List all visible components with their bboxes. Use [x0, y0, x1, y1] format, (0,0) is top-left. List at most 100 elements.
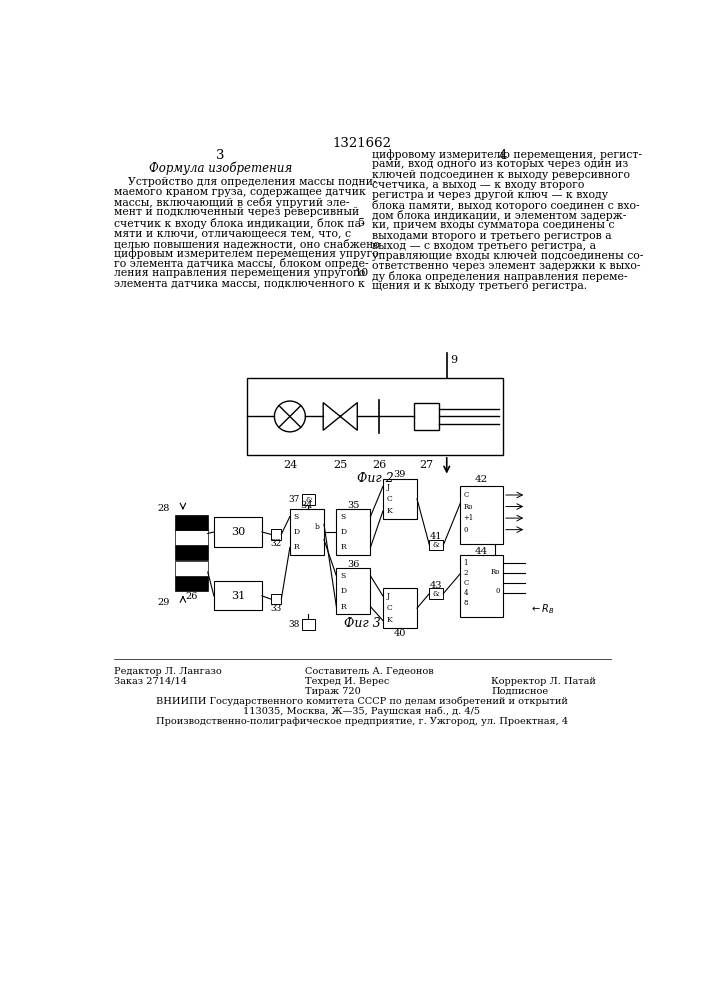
Text: C: C [387, 495, 392, 503]
Text: 31: 31 [230, 591, 245, 601]
Bar [175, 545, 208, 560]
Text: 41: 41 [430, 532, 443, 541]
Bar [175, 561, 208, 576]
Bar [337, 568, 370, 614]
Text: выходами второго и третьего регистров а: выходами второго и третьего регистров а [372, 231, 612, 241]
Text: ключей подсоединен к выходу реверсивного: ключей подсоединен к выходу реверсивного [372, 170, 630, 180]
Text: Формула изобретения: Формула изобретения [148, 162, 292, 175]
Text: ВНИИПИ Государственного комитета СССР по делам изобретений и открытий: ВНИИПИ Государственного комитета СССР по… [156, 697, 568, 706]
Text: Производственно-полиграфическое предприятие, г. Ужгород, ул. Проектная, 4: Производственно-полиграфическое предприя… [156, 717, 568, 726]
Bar [214, 517, 262, 547]
Bar [383, 588, 417, 628]
Bar [383, 479, 417, 519]
Text: 38: 38 [288, 620, 300, 629]
Text: R: R [340, 603, 346, 611]
Text: 113035, Москва, Ж—35, Раушская наб., д. 4/5: 113035, Москва, Ж—35, Раушская наб., д. … [243, 707, 481, 716]
Text: цифровому измерителю перемещения, регист-: цифровому измерителю перемещения, регист… [372, 149, 642, 160]
Text: &: & [305, 496, 312, 504]
Text: 37: 37 [288, 495, 300, 504]
Text: C: C [464, 579, 469, 587]
Bar [337, 509, 370, 555]
Text: целью повышения надежности, оно снабжено: целью повышения надежности, оно снабжено [114, 238, 380, 249]
Bar [290, 509, 324, 555]
Text: ду блока определения направления переме-: ду блока определения направления переме- [372, 271, 628, 282]
Text: 28: 28 [158, 504, 170, 513]
Text: 4: 4 [499, 149, 507, 162]
Text: рами, вход одного из которых через один из: рами, вход одного из которых через один … [372, 159, 629, 169]
Text: массы, включающий в себя упругий эле-: массы, включающий в себя упругий эле- [114, 197, 349, 208]
Text: регистра и через другой ключ — к входу: регистра и через другой ключ — к входу [372, 190, 608, 200]
Text: 0: 0 [464, 526, 468, 534]
Text: 24: 24 [283, 460, 297, 470]
Text: блока памяти, выход которого соединен с вхо-: блока памяти, выход которого соединен с … [372, 200, 640, 211]
Text: J: J [387, 483, 390, 491]
Text: 30: 30 [230, 527, 245, 537]
Text: 1: 1 [464, 559, 468, 567]
Text: Ro: Ro [464, 503, 473, 511]
Text: ответственно через элемент задержки к выхо-: ответственно через элемент задержки к вы… [372, 261, 641, 271]
Text: S: S [293, 513, 299, 521]
Text: Тираж 720: Тираж 720 [305, 687, 361, 696]
Text: $\leftarrow R_B$: $\leftarrow R_B$ [530, 602, 555, 616]
Text: S: S [340, 572, 346, 580]
Bar [214, 581, 262, 610]
Text: 5: 5 [358, 218, 366, 228]
Text: 26: 26 [372, 460, 386, 470]
Text: Подписное: Подписное [491, 687, 549, 696]
Text: цифровым измерителем перемещения упруго-: цифровым измерителем перемещения упруго- [114, 248, 382, 259]
Text: 44: 44 [475, 547, 489, 556]
Circle shape [274, 401, 305, 432]
Text: K: K [387, 507, 392, 515]
Text: 40: 40 [394, 629, 406, 638]
Bar [429, 588, 443, 599]
Bar [429, 540, 443, 550]
Text: 35: 35 [347, 500, 360, 510]
Text: 36: 36 [347, 560, 360, 569]
Text: b: b [315, 523, 320, 531]
Text: 25: 25 [333, 460, 347, 470]
Text: 27: 27 [419, 460, 433, 470]
Bar [271, 529, 281, 540]
Bar [175, 515, 208, 530]
Bar [271, 594, 281, 604]
Text: 3: 3 [216, 149, 224, 162]
Text: мяти и ключи, отличающееся тем, что, с: мяти и ключи, отличающееся тем, что, с [114, 228, 351, 238]
Text: 42: 42 [475, 475, 489, 484]
Text: ки, причем входы сумматора соединены с: ки, причем входы сумматора соединены с [372, 220, 614, 230]
Text: &: & [433, 541, 440, 549]
Text: D: D [340, 528, 346, 536]
Text: R: R [340, 543, 346, 551]
Text: Фиг 3: Фиг 3 [344, 617, 380, 630]
Bar [460, 486, 503, 544]
Text: 26: 26 [185, 592, 198, 601]
Bar [247, 378, 503, 455]
Text: Заказ 2714/14: Заказ 2714/14 [114, 677, 187, 686]
Text: 29: 29 [158, 598, 170, 607]
Text: Фиг 2: Фиг 2 [357, 472, 394, 485]
Text: Составитель А. Гедеонов: Составитель А. Гедеонов [305, 667, 434, 676]
Text: C: C [387, 604, 392, 612]
Text: 8: 8 [464, 599, 468, 607]
Text: 39: 39 [394, 470, 406, 479]
Text: дом блока индикации, и элементом задерж-: дом блока индикации, и элементом задерж- [372, 210, 626, 221]
Text: 34: 34 [300, 500, 313, 510]
Text: +1: +1 [464, 514, 474, 522]
Bar [301, 494, 315, 505]
Text: Техред И. Верес: Техред И. Верес [305, 677, 390, 686]
Text: &: & [433, 590, 440, 598]
Text: выход — с входом третьего регистра, а: выход — с входом третьего регистра, а [372, 241, 596, 251]
Text: счетчика, а выход — к входу второго: счетчика, а выход — к входу второго [372, 180, 585, 190]
Text: 1321662: 1321662 [332, 137, 392, 150]
Text: 32: 32 [270, 539, 281, 548]
Text: управляющие входы ключей подсоединены со-: управляющие входы ключей подсоединены со… [372, 251, 643, 261]
Text: C: C [464, 491, 469, 499]
Bar [175, 576, 208, 591]
Bar [460, 555, 503, 617]
Text: Ro: Ro [491, 568, 500, 576]
Text: D: D [293, 528, 300, 536]
Text: мент и подключенный через реверсивный: мент и подключенный через реверсивный [114, 207, 359, 217]
Text: щения и к выходу третьего регистра.: щения и к выходу третьего регистра. [372, 281, 587, 291]
Text: 0: 0 [496, 587, 500, 595]
Text: 33: 33 [270, 604, 281, 613]
Text: 10: 10 [355, 268, 369, 278]
